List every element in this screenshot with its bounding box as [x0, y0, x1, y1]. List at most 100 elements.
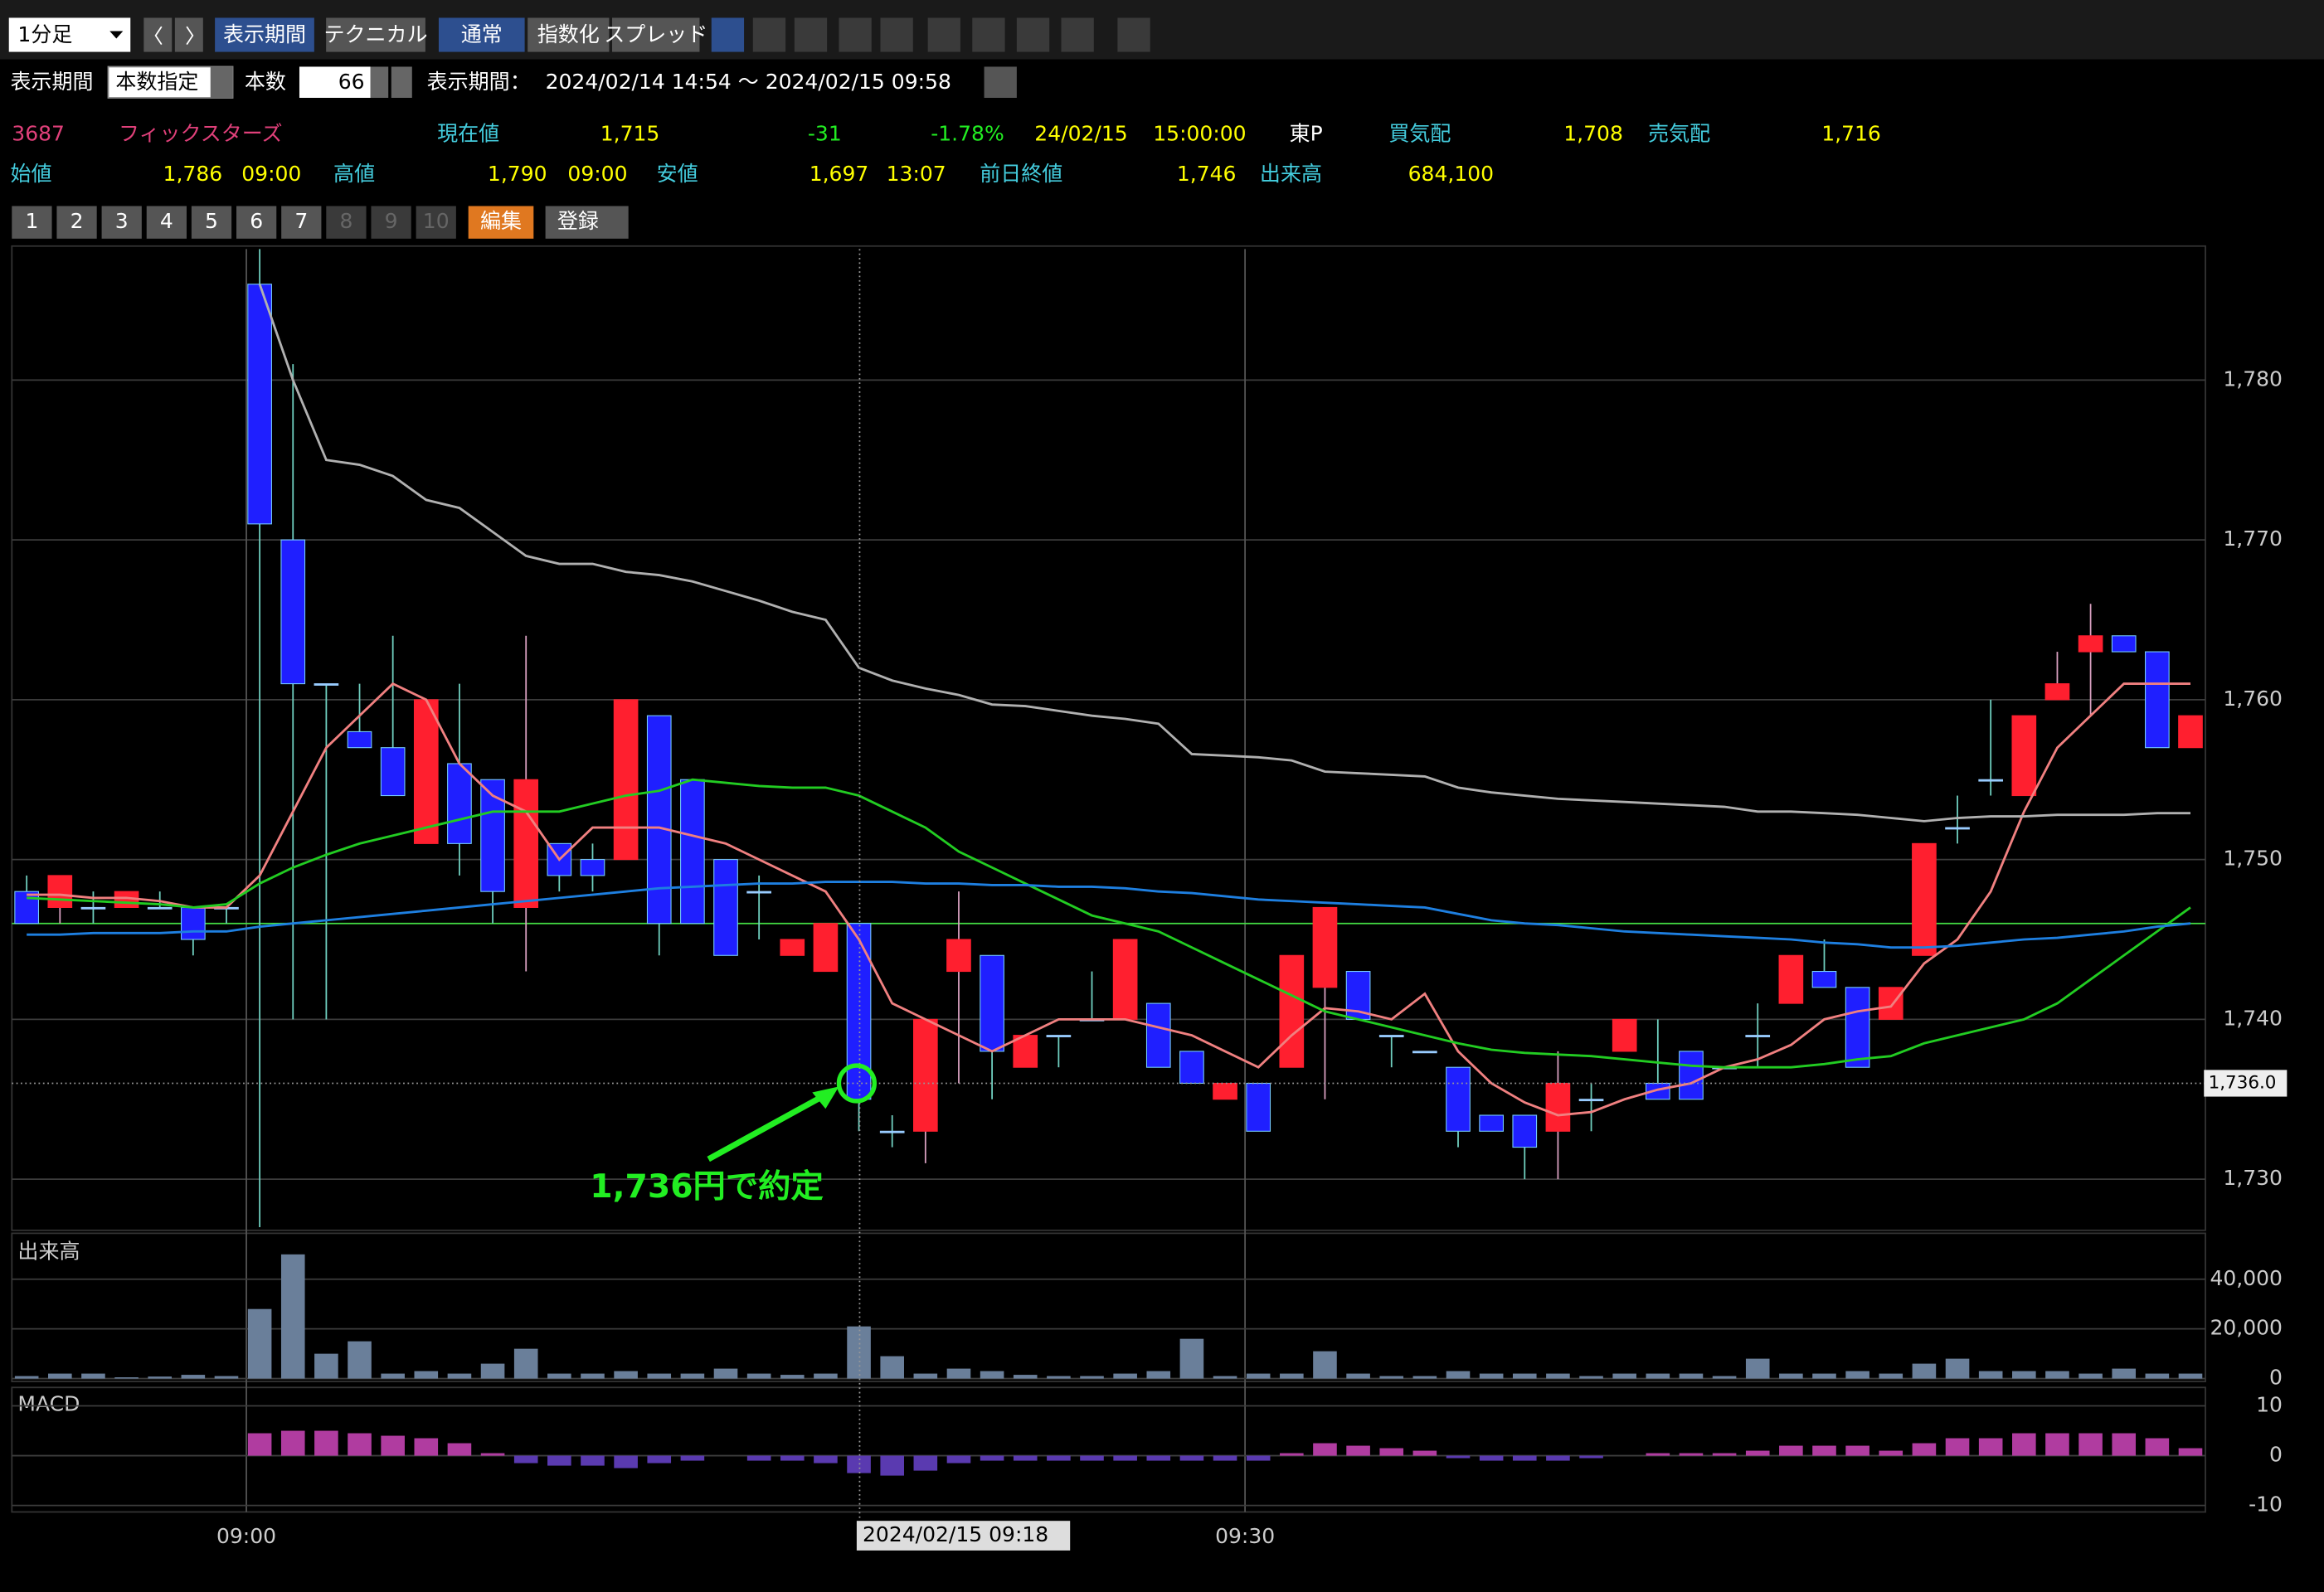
volume-bar: [1612, 1373, 1636, 1379]
volume-bar: [913, 1373, 938, 1379]
volume-bar: [980, 1371, 1004, 1379]
macd-bar: [247, 1433, 272, 1456]
tab[interactable]: [56, 206, 97, 239]
quote-field: 現在値: [437, 122, 499, 146]
y-tick-label: 1,760: [2223, 687, 2283, 711]
toolbar-icon[interactable]: [880, 17, 913, 52]
quote-field: 1,715: [600, 122, 660, 146]
toolbar-icon[interactable]: [839, 17, 872, 52]
toolbar-button[interactable]: [528, 17, 610, 52]
reset-button[interactable]: [984, 66, 1017, 98]
candle-body: [646, 715, 672, 925]
macd-bar: [314, 1430, 338, 1456]
tab[interactable]: [12, 206, 52, 239]
register-button[interactable]: [545, 206, 629, 239]
indicator-line: [27, 778, 2191, 1069]
toolbar-icon[interactable]: [794, 17, 828, 52]
tab[interactable]: [146, 206, 187, 239]
macd-bar: [1812, 1445, 1836, 1456]
volume-bar: [1546, 1373, 1570, 1379]
volume-bar: [14, 1376, 39, 1379]
volume-bar: [314, 1353, 338, 1379]
macd-bar: [1712, 1453, 1737, 1456]
macd-bar: [946, 1455, 971, 1463]
toolbar-icon[interactable]: [752, 17, 786, 52]
edit-button[interactable]: [468, 206, 534, 239]
tab-label: 5: [205, 209, 218, 233]
tab[interactable]: [416, 206, 456, 239]
count-down[interactable]: [370, 66, 389, 98]
macd-bar: [348, 1433, 372, 1456]
quote-field: 1,786: [163, 162, 223, 186]
volume-bar: [1146, 1371, 1171, 1379]
macd-bar: [480, 1453, 505, 1456]
volume-bar: [1745, 1358, 1770, 1379]
volume-bar: [214, 1376, 239, 1379]
macd-bar: [1945, 1438, 1970, 1456]
volume-bar: [148, 1376, 173, 1379]
macd-bar: [614, 1455, 638, 1468]
macd-bar: [1246, 1455, 1271, 1461]
tab[interactable]: [371, 206, 411, 239]
volume-bar: [1047, 1376, 1071, 1379]
volume-bar: [1246, 1373, 1271, 1379]
tab[interactable]: [326, 206, 367, 239]
candle-body: [1246, 1082, 1271, 1132]
macd-bar: [1679, 1453, 1704, 1456]
candle-body: [913, 1018, 938, 1132]
candle-body: [1312, 906, 1338, 988]
volume-bar: [814, 1373, 838, 1379]
volume-bar: [2012, 1371, 2036, 1379]
candle-body: [1679, 1051, 1704, 1100]
volume-bar: [1446, 1371, 1471, 1379]
volume-bar: [1412, 1376, 1437, 1379]
macd-bar: [1546, 1455, 1570, 1461]
candle-body: [680, 779, 705, 925]
tab-label: 9: [385, 209, 398, 233]
toolbar-icon[interactable]: [1016, 17, 1050, 52]
candle-body: [1845, 987, 1870, 1068]
tab[interactable]: [101, 206, 142, 239]
toolbar-icon[interactable]: [972, 17, 1005, 52]
candle-body: [1545, 1082, 1571, 1132]
y-tick-label: 40,000: [2210, 1266, 2283, 1290]
toolbar-button[interactable]: [326, 17, 425, 52]
quote-field: 始値: [11, 162, 52, 186]
toolbar-button[interactable]: [438, 17, 525, 52]
macd-bar: [1346, 1445, 1370, 1456]
count-up[interactable]: [391, 66, 412, 98]
y-tick-label: 0: [2269, 1366, 2283, 1390]
x-tick-label: 09:00: [216, 1524, 276, 1548]
toolbar-button[interactable]: [612, 17, 700, 52]
toolbar-icon[interactable]: [1117, 17, 1150, 52]
candle-body: [2078, 635, 2103, 653]
period-select[interactable]: [8, 17, 131, 52]
tab[interactable]: [191, 206, 232, 239]
toolbar-button[interactable]: [215, 17, 314, 52]
toolbar-icon[interactable]: [711, 17, 745, 52]
tab[interactable]: [281, 206, 322, 239]
crosshair-price: 1,736.0: [2209, 1072, 2277, 1093]
macd-bar: [1879, 1450, 1903, 1456]
crosshair-price-box: [2204, 1070, 2288, 1097]
next-button[interactable]: [174, 17, 203, 52]
price-plot: [14, 249, 2203, 1227]
indicator-line: [27, 881, 2191, 949]
candle-body: [147, 906, 173, 910]
quote-field: 15:00:00: [1153, 122, 1246, 146]
macd-bar: [1512, 1455, 1537, 1461]
count-input[interactable]: [299, 66, 371, 98]
settings-label: 表示期間: [11, 70, 94, 94]
toolbar-icon[interactable]: [1061, 17, 1094, 52]
macd-bar: [2178, 1448, 2203, 1456]
macd-bar: [547, 1455, 571, 1466]
prev-button[interactable]: [143, 17, 173, 52]
macd-bar: [513, 1455, 538, 1463]
panel-title: MACD: [17, 1392, 80, 1416]
quote-field: 高値: [333, 162, 375, 186]
quote-field: 1,790: [488, 162, 547, 186]
tab[interactable]: [236, 206, 277, 239]
toolbar-icon[interactable]: [927, 17, 960, 52]
candle-body: [1179, 1051, 1204, 1085]
crosshair-time-box: [856, 1521, 1071, 1551]
